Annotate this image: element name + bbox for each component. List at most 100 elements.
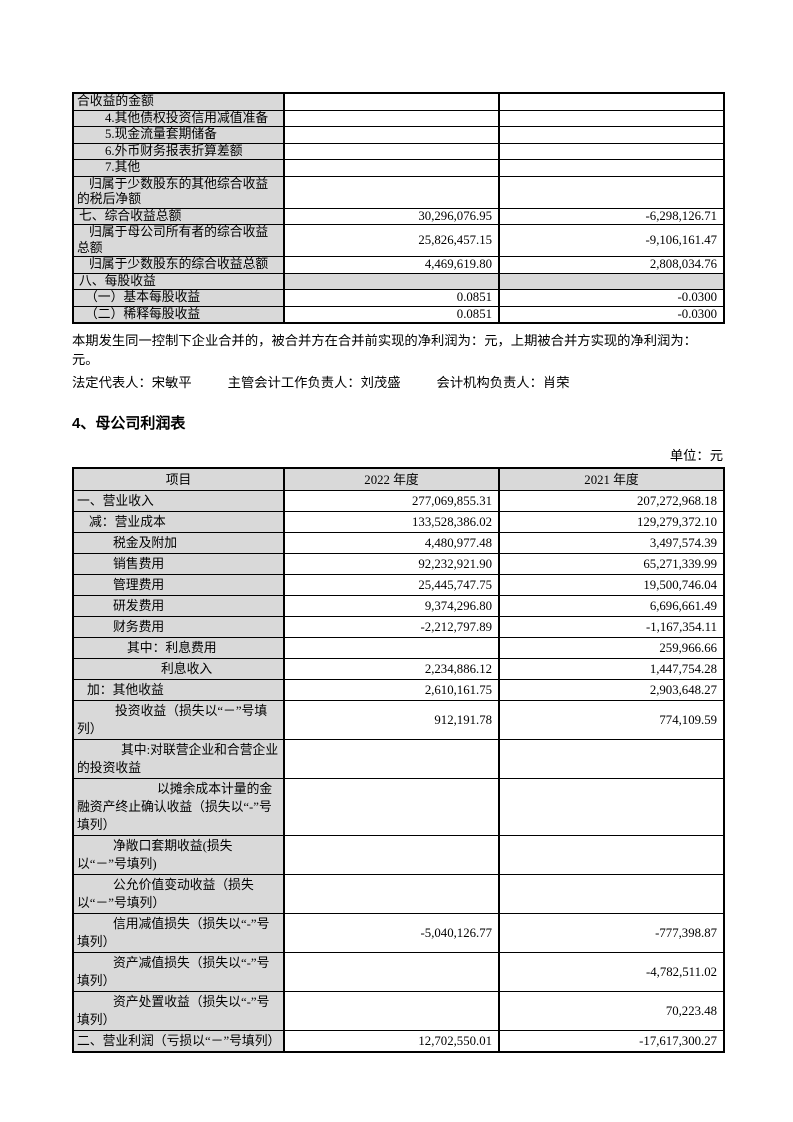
row-label-cell: 一、营业收入 — [72, 490, 285, 512]
column-header: 项目 — [72, 467, 285, 491]
value-2021-cell: -9,106,161.47 — [498, 224, 725, 257]
legal-representative: 法定代表人：宋敏平 — [72, 375, 192, 390]
value-2021-cell — [498, 109, 725, 127]
value-2022-cell — [283, 991, 500, 1031]
value-2021-cell: -1,167,354.11 — [498, 616, 725, 638]
row-label-cell: 归属于少数股东的其他综合收益的税后净额 — [72, 175, 285, 209]
value-2021-cell — [498, 835, 725, 875]
value-2022-cell: 4,469,619.80 — [283, 256, 500, 274]
value-2022-cell — [283, 92, 500, 111]
value-2021-cell: 6,696,661.49 — [498, 595, 725, 617]
value-2021-cell: -17,617,300.27 — [498, 1030, 725, 1053]
table-row: 信用减值损失（损失以“-”号填列） -5,040,126.77 -777,398.8… — [72, 913, 725, 953]
value-2022-cell: 4,480,977.48 — [283, 532, 500, 554]
value-2022-cell — [283, 109, 500, 127]
table-row: 七、综合收益总额 30,296,076.95 -6,298,126.71 — [72, 207, 725, 225]
value-2022-cell: 25,445,747.75 — [283, 574, 500, 596]
row-label-cell: 归属于少数股东的综合收益总额 — [72, 256, 285, 274]
value-2021-cell: -777,398.87 — [498, 913, 725, 953]
row-label-cell: 二、营业利润（亏损以“－”号填列） — [72, 1030, 285, 1053]
table-row: 合收益的金额 — [72, 92, 725, 111]
row-label-cell: 加：其他收益 — [72, 679, 285, 701]
row-label-cell: 6.外币财务报表折算差额 — [72, 142, 285, 160]
row-label-cell: 信用减值损失（损失以“-”号填列） — [72, 913, 285, 953]
table-row: 以摊余成本计量的金融资产终止确认收益（损失以“-”号填列） — [72, 778, 725, 836]
value-2021-cell — [498, 142, 725, 160]
value-2022-cell: 92,232,921.90 — [283, 553, 500, 575]
value-2022-cell — [283, 739, 500, 779]
table-row: 研发费用 9,374,296.80 6,696,661.49 — [72, 595, 725, 617]
row-label-cell: 八、每股收益 — [72, 272, 285, 290]
value-2022-cell: 2,610,161.75 — [283, 679, 500, 701]
value-2022-cell — [283, 637, 500, 659]
value-2022-cell — [283, 175, 500, 209]
row-label-cell: 其中:对联营企业和合营企业的投资收益 — [72, 739, 285, 779]
row-label-cell: 销售费用 — [72, 553, 285, 575]
value-2021-cell: 70,223.48 — [498, 991, 725, 1031]
table-row: 减：营业成本 133,528,386.02 129,279,372.10 — [72, 511, 725, 533]
value-2022-cell — [283, 272, 500, 290]
table-row: 公允价值变动收益（损失以“－”号填列） — [72, 874, 725, 914]
value-2021-cell: 65,271,339.99 — [498, 553, 725, 575]
value-2022-cell: 912,191.78 — [283, 700, 500, 740]
value-2022-cell — [283, 874, 500, 914]
accounting-department-head: 会计机构负责人：肖荣 — [436, 375, 570, 390]
row-label-cell: 财务费用 — [72, 616, 285, 638]
table-row: 归属于少数股东的其他综合收益的税后净额 — [72, 175, 725, 209]
column-header: 2022 年度 — [283, 467, 500, 491]
table-row: 销售费用 92,232,921.90 65,271,339.99 — [72, 553, 725, 575]
value-2021-cell — [498, 874, 725, 914]
table-row: 7.其他 — [72, 159, 725, 177]
table-row: 财务费用 -2,212,797.89 -1,167,354.11 — [72, 616, 725, 638]
value-2022-cell: 0.0851 — [283, 305, 500, 324]
row-label-cell: 净敞口套期收益(损失以“－”号填列) — [72, 835, 285, 875]
row-label-cell: 4.其他债权投资信用减值准备 — [72, 109, 285, 127]
table-row: 一、营业收入 277,069,855.31 207,272,968.18 — [72, 490, 725, 512]
value-2022-cell: 9,374,296.80 — [283, 595, 500, 617]
value-2022-cell: -5,040,126.77 — [283, 913, 500, 953]
value-2021-cell: -0.0300 — [498, 305, 725, 324]
section-heading: 4、母公司利润表 — [72, 415, 186, 432]
value-2021-cell — [498, 739, 725, 779]
value-2021-cell: 2,808,034.76 — [498, 256, 725, 274]
table-row: 其中:对联营企业和合营企业的投资收益 — [72, 739, 725, 779]
table-row: 归属于母公司所有者的综合收益总额 25,826,457.15 -9,106,161.… — [72, 224, 725, 257]
table-row: 管理费用 25,445,747.75 19,500,746.04 — [72, 574, 725, 596]
value-2022-cell — [283, 778, 500, 836]
value-2022-cell: 133,528,386.02 — [283, 511, 500, 533]
value-2021-cell — [498, 778, 725, 836]
value-2021-cell — [498, 159, 725, 177]
value-2021-cell — [498, 126, 725, 144]
row-label-cell: 归属于母公司所有者的综合收益总额 — [72, 224, 285, 257]
signatories-line: 法定代表人：宋敏平 主管会计工作负责人：刘茂盛 会计机构负责人：肖荣 — [72, 373, 723, 392]
table-row: （一）基本每股收益 0.0851 -0.0300 — [72, 289, 725, 307]
table-row: 加：其他收益 2,610,161.75 2,903,648.27 — [72, 679, 725, 701]
row-label-cell: （一）基本每股收益 — [72, 289, 285, 307]
row-label-cell: 投资收益（损失以“－”号填列） — [72, 700, 285, 740]
row-label-cell: 管理费用 — [72, 574, 285, 596]
row-label-cell: （二）稀释每股收益 — [72, 305, 285, 324]
row-label-cell: 研发费用 — [72, 595, 285, 617]
row-label-cell: 资产减值损失（损失以“-”号填列） — [72, 952, 285, 992]
table-row: 5.现金流量套期储备 — [72, 126, 725, 144]
row-label-cell: 税金及附加 — [72, 532, 285, 554]
merger-note: 本期发生同一控制下企业合并的，被合并方在合并前实现的净利润为：元，上期被合并方实… — [72, 333, 697, 367]
value-2022-cell — [283, 126, 500, 144]
comprehensive-income-table-body: 合收益的金额 4.其他债权投资信用减值准备 5.现金流量套期储备 6.外币财务报表折算… — [72, 92, 725, 324]
table-row: 二、营业利润（亏损以“－”号填列） 12,702,550.01 -17,617,30… — [72, 1030, 725, 1053]
value-2022-cell — [283, 142, 500, 160]
value-2021-cell: -6,298,126.71 — [498, 207, 725, 225]
value-2022-cell: -2,212,797.89 — [283, 616, 500, 638]
table-row: 税金及附加 4,480,977.48 3,497,574.39 — [72, 532, 725, 554]
value-2021-cell: 19,500,746.04 — [498, 574, 725, 596]
table-row: 净敞口套期收益(损失以“－”号填列) — [72, 835, 725, 875]
income-statement-header: 项目 2022 年度 2021 年度 — [72, 467, 725, 491]
row-label-cell: 5.现金流量套期储备 — [72, 126, 285, 144]
table-row: 八、每股收益 — [72, 272, 725, 290]
value-2021-cell: -0.0300 — [498, 289, 725, 307]
table-row: 其中：利息费用 259,966.66 — [72, 637, 725, 659]
value-2022-cell — [283, 159, 500, 177]
row-label-cell: 资产处置收益（损失以“-”号填列） — [72, 991, 285, 1031]
row-label-cell: 利息收入 — [72, 658, 285, 680]
value-2021-cell: 259,966.66 — [498, 637, 725, 659]
